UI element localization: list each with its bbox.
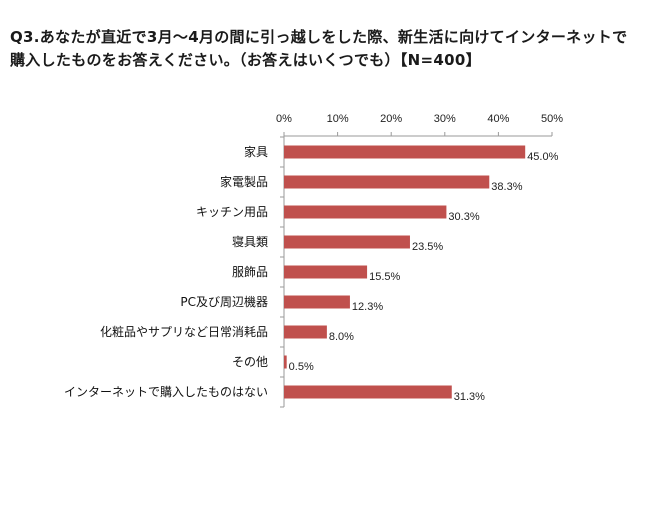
category-label: 服飾品 bbox=[232, 265, 268, 279]
category-label: PC及び周辺機器 bbox=[180, 294, 268, 309]
bars bbox=[284, 145, 526, 399]
bar bbox=[284, 205, 447, 219]
bar bbox=[284, 265, 368, 279]
bar bbox=[284, 235, 410, 249]
x-tick-label: 50% bbox=[541, 113, 563, 125]
value-labels: 45.0% 38.3% 30.3% 23.5% 15.5% 12.3% 8.0% 0.5% 31… bbox=[289, 151, 559, 403]
category-label: インターネットで購入したものはない bbox=[64, 385, 268, 399]
value-label: 31.3% bbox=[454, 391, 485, 403]
bar bbox=[284, 175, 490, 189]
bar bbox=[284, 295, 350, 309]
category-label: 家電製品 bbox=[220, 174, 268, 189]
bar bbox=[284, 355, 287, 369]
x-tick-label: 40% bbox=[487, 113, 509, 125]
value-label: 0.5% bbox=[289, 361, 314, 373]
bar bbox=[284, 145, 526, 159]
category-label: キッチン用品 bbox=[196, 205, 268, 219]
value-label: 8.0% bbox=[329, 331, 354, 343]
value-label: 38.3% bbox=[491, 181, 522, 193]
category-label: その他 bbox=[232, 355, 268, 369]
bar bbox=[284, 385, 452, 399]
category-label: 家具 bbox=[244, 144, 268, 159]
chart-title: Q3.あなたが直近で3月～4月の間に引っ越しをした際、新生活に向けてインターネッ… bbox=[10, 28, 628, 69]
category-label: 化粧品やサプリなど日常消耗品 bbox=[100, 325, 268, 339]
value-label: 45.0% bbox=[527, 151, 558, 163]
x-tick-label: 0% bbox=[276, 113, 292, 125]
x-tick-label: 10% bbox=[327, 113, 349, 125]
category-label: 寝具類 bbox=[232, 234, 268, 249]
value-label: 30.3% bbox=[448, 211, 479, 223]
value-label: 12.3% bbox=[352, 301, 383, 313]
x-tick-label: 20% bbox=[380, 113, 402, 125]
bar bbox=[284, 325, 327, 339]
x-tick-labels: 0% 10% 20% 30% 40% 50% bbox=[276, 113, 563, 125]
value-label: 15.5% bbox=[369, 271, 400, 283]
x-tick-label: 30% bbox=[434, 113, 456, 125]
value-label: 23.5% bbox=[412, 241, 443, 253]
